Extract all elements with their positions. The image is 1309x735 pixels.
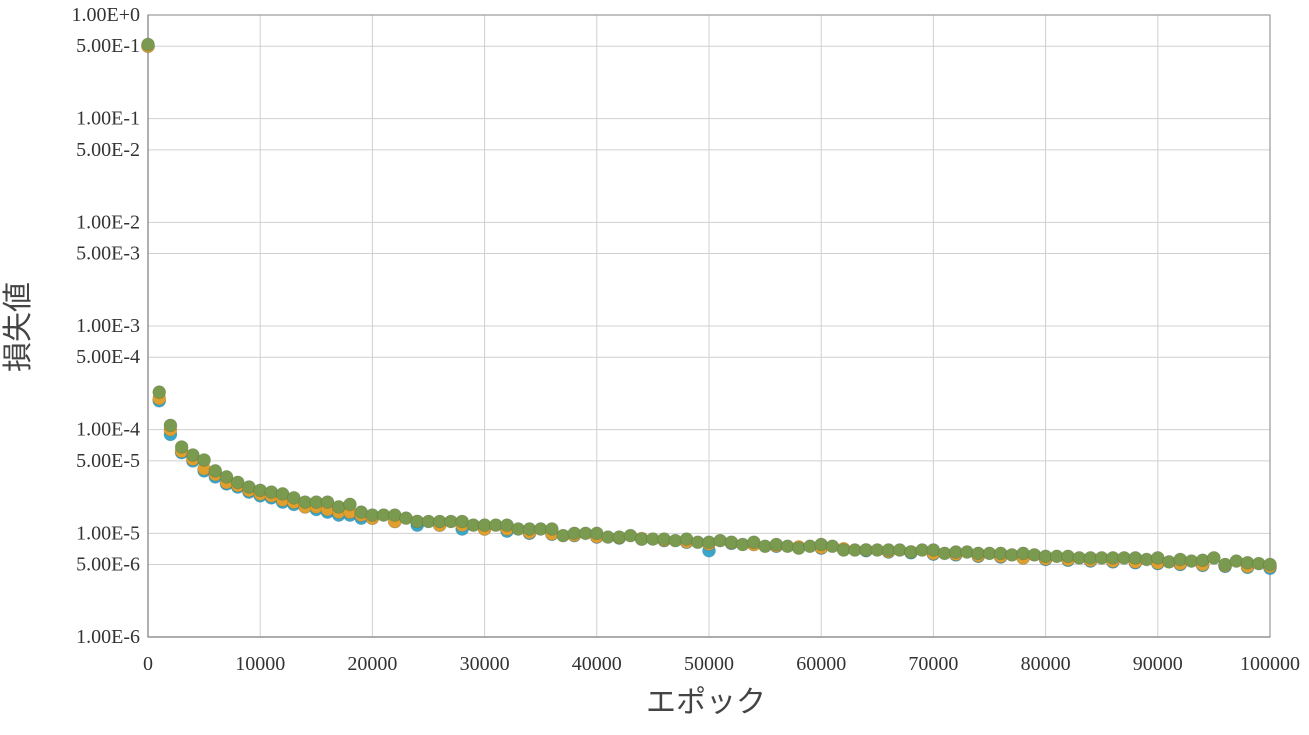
x-tick-label: 30000 — [460, 653, 510, 675]
data-point — [343, 497, 357, 512]
y-tick-label: 5.00E-5 — [76, 450, 140, 472]
y-tick-label: 1.00E-3 — [76, 315, 140, 337]
data-point — [791, 541, 806, 556]
data-point — [1195, 553, 1210, 568]
data-point — [904, 545, 918, 559]
x-tick-label: 40000 — [572, 653, 622, 675]
axes — [147, 14, 1271, 638]
y-tick-label: 1.00E-4 — [76, 419, 140, 441]
data-point — [185, 448, 200, 462]
x-axis-title: エポック — [646, 685, 766, 720]
data-point — [208, 464, 223, 478]
y-tick-label: 5.00E-6 — [76, 554, 140, 576]
x-tick-label: 50000 — [684, 653, 734, 675]
data-points — [141, 37, 1277, 576]
data-point — [780, 539, 795, 554]
data-point — [1207, 550, 1221, 565]
data-point — [219, 470, 234, 484]
data-point — [230, 475, 245, 490]
data-point — [545, 522, 559, 536]
y-tick-label: 1.00E-2 — [76, 211, 140, 233]
data-point — [331, 499, 346, 514]
x-tick-labels: 0 10000 20000 30000 40000 50000 60000 70000 8000… — [143, 653, 1300, 675]
data-point — [320, 495, 335, 510]
data-point — [735, 537, 750, 552]
y-tick-label: 1.00E+0 — [72, 4, 141, 26]
data-point — [163, 418, 178, 433]
data-point — [724, 535, 739, 550]
x-tick-label: 0 — [143, 653, 153, 675]
y-tick-label: 5.00E-4 — [76, 346, 140, 368]
y-tick-label: 5.00E-2 — [76, 139, 140, 161]
x-tick-label: 80000 — [1021, 653, 1071, 675]
y-axis-title: 損失値 — [1, 282, 36, 372]
y-tick-label: 1.00E-5 — [76, 522, 140, 544]
y-tick-label: 5.00E-1 — [76, 35, 140, 57]
x-tick-label: 70000 — [908, 653, 958, 675]
x-tick-label: 60000 — [796, 653, 846, 675]
x-tick-label: 10000 — [235, 653, 285, 675]
data-point — [174, 440, 189, 454]
x-tick-label: 90000 — [1133, 653, 1183, 675]
data-point — [152, 385, 167, 400]
y-tick-labels: 1.00E+0 5.00E-1 1.00E-1 5.00E-2 1.00E-2 5.00E… — [72, 4, 141, 648]
data-point — [141, 37, 155, 52]
y-tick-label: 5.00E-3 — [76, 243, 140, 265]
x-tick-label: 20000 — [347, 653, 397, 675]
data-point — [892, 543, 907, 557]
data-point — [1162, 555, 1176, 569]
x-tick-label: 100000 — [1240, 653, 1300, 675]
data-point — [264, 485, 279, 499]
data-point — [197, 453, 212, 467]
y-tick-label: 1.00E-6 — [76, 626, 140, 648]
data-point — [556, 528, 571, 543]
data-point — [1263, 557, 1277, 572]
y-tick-label: 1.00E-1 — [76, 108, 140, 130]
series-2 — [141, 37, 1277, 572]
